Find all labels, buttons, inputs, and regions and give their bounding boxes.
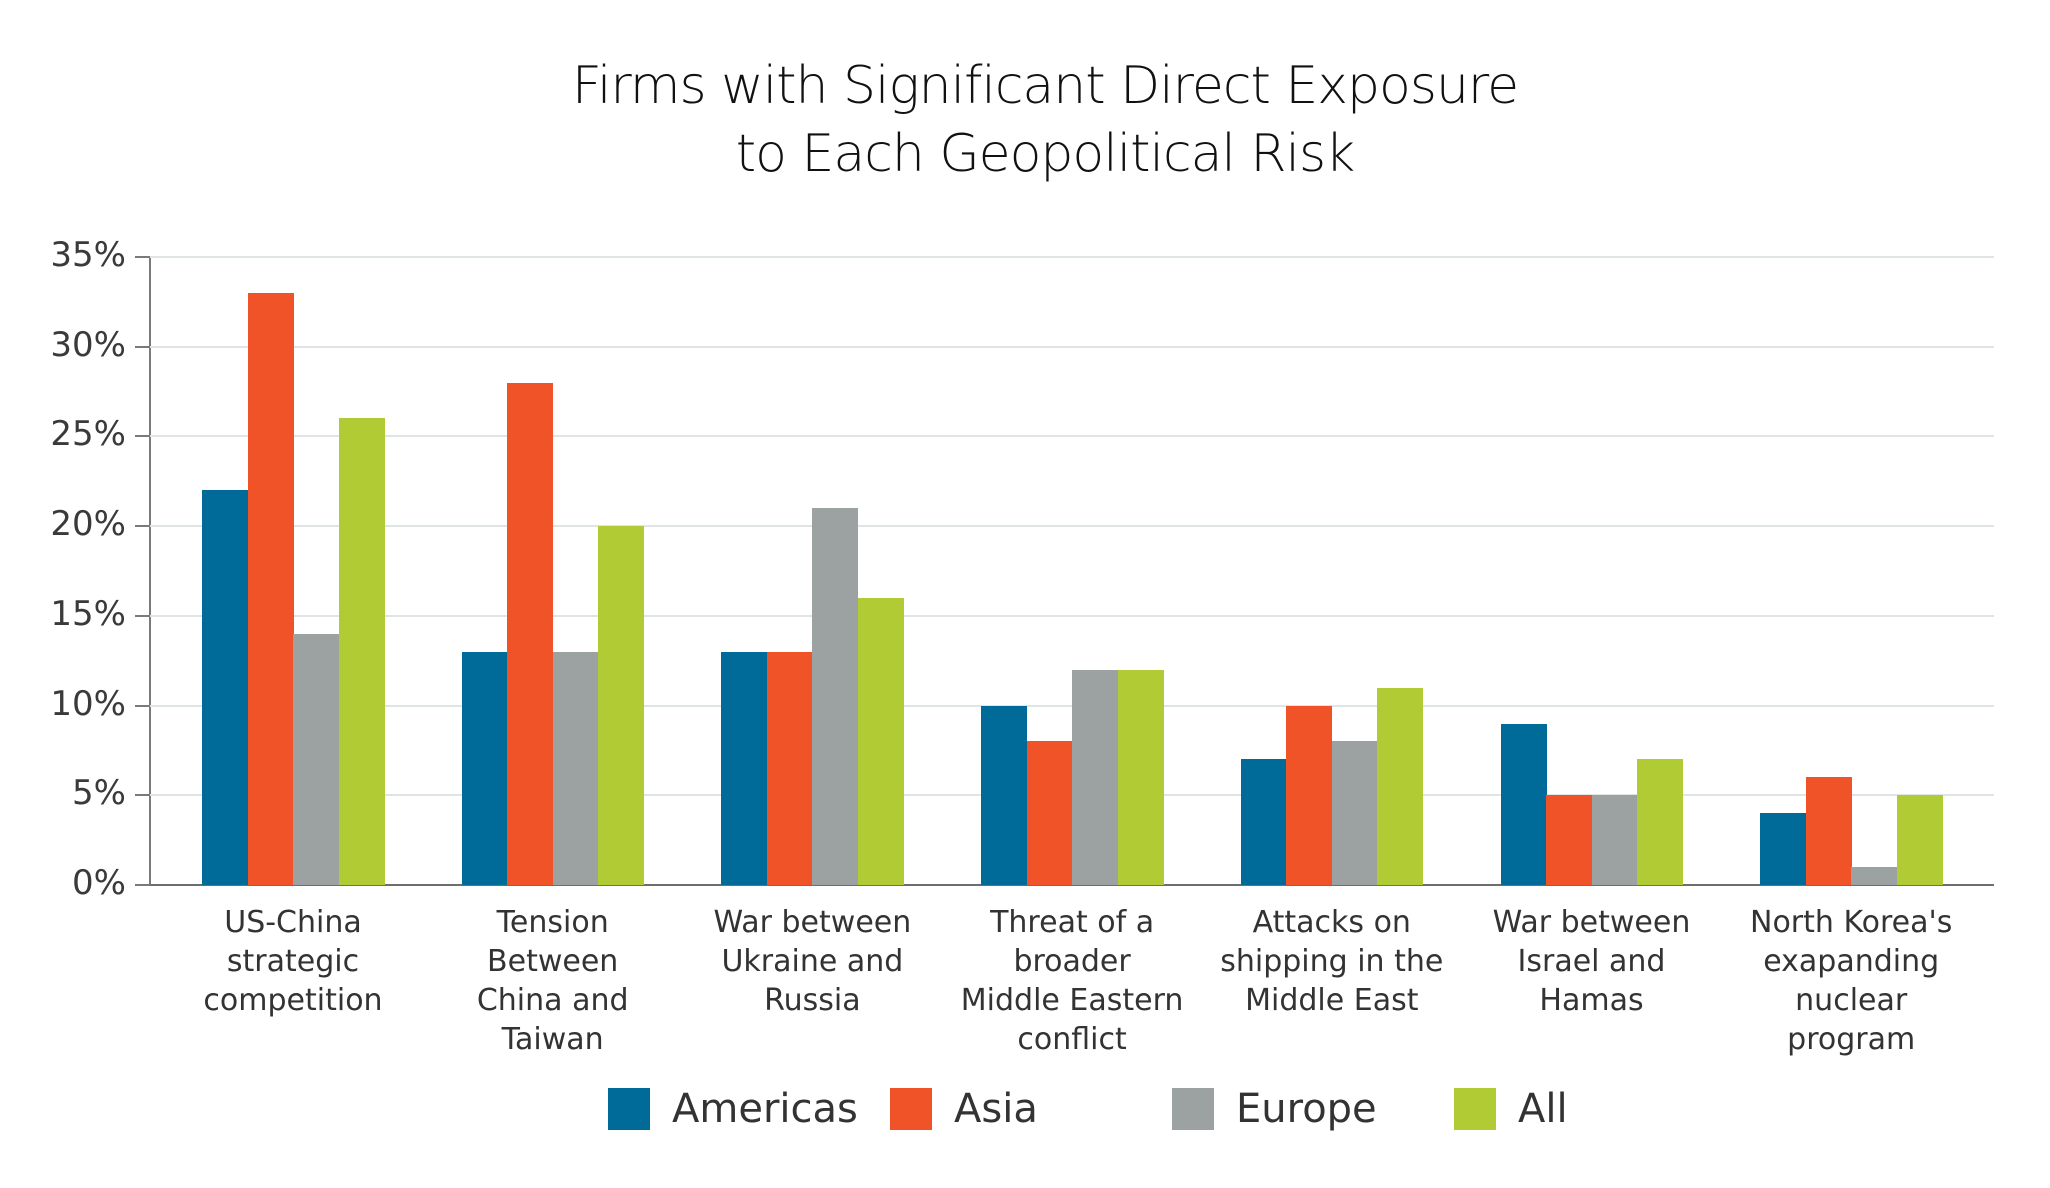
y-tick	[135, 525, 150, 527]
bar-europe[interactable]	[812, 508, 859, 885]
x-category-label-line: Ukraine and	[721, 944, 904, 979]
y-axis-line	[149, 257, 151, 885]
chart-title: Firms with Significant Direct Exposure t…	[0, 52, 2050, 188]
y-tick-label: 5%	[72, 773, 126, 813]
x-category-label-line: Attacks on	[1252, 905, 1411, 940]
y-tick-label: 0%	[72, 863, 126, 903]
x-category-label: War between Ukraine and Russia	[687, 903, 937, 1020]
x-category-label-line: War between	[713, 905, 912, 940]
x-category-label: Threat of a broader Middle Eastern conflict	[947, 903, 1197, 1059]
bar-americas[interactable]	[202, 490, 248, 885]
bar-americas[interactable]	[1760, 813, 1807, 885]
gridline	[150, 615, 1994, 617]
bar-all[interactable]	[1117, 669, 1164, 885]
legend-label: All	[1518, 1086, 1568, 1132]
bar-asia[interactable]	[1286, 705, 1333, 885]
y-tick	[135, 346, 150, 348]
y-tick-label: 20%	[50, 504, 126, 544]
gridline	[150, 346, 1994, 348]
bar-all[interactable]	[1896, 795, 1943, 885]
x-category-label-line: Israel and	[1517, 944, 1666, 979]
bar-europe[interactable]	[552, 651, 599, 885]
x-category-label-line: broader	[1013, 944, 1131, 979]
bar-americas[interactable]	[1500, 723, 1547, 885]
x-axis-line	[150, 884, 1994, 886]
y-tick	[135, 794, 150, 796]
x-category-label: Tension Between China and Taiwan	[428, 903, 678, 1059]
x-category-label-line: strategic	[226, 944, 360, 979]
bar-all[interactable]	[1637, 759, 1683, 885]
x-category-label: Attacks on shipping in the Middle East	[1207, 903, 1457, 1020]
x-category-label-line: North Korea's	[1750, 905, 1953, 940]
bar-europe[interactable]	[1331, 741, 1378, 885]
legend-swatch-icon	[1454, 1088, 1496, 1130]
bar-americas[interactable]	[1240, 759, 1287, 885]
y-tick-label: 10%	[50, 684, 126, 724]
x-category-label: North Korea's exapanding nuclear program	[1726, 903, 1976, 1059]
bar-asia[interactable]	[507, 382, 554, 885]
x-category-label-line: shipping in the	[1220, 944, 1444, 979]
legend-swatch-icon	[608, 1088, 650, 1130]
legend-label: Americas	[672, 1086, 858, 1132]
x-category-label-line: Middle East	[1245, 983, 1419, 1018]
legend-swatch-icon	[890, 1088, 932, 1130]
x-category-label-line: Taiwan	[501, 1022, 604, 1057]
y-tick-label: 15%	[50, 594, 126, 634]
gridline	[150, 256, 1994, 258]
chart-title-line-1: Firms with Significant Direct Exposure	[571, 56, 1519, 116]
bar-all[interactable]	[598, 526, 645, 885]
y-tick-label: 35%	[50, 235, 126, 275]
bar-europe[interactable]	[293, 633, 339, 885]
gridline	[150, 525, 1994, 527]
x-category-label-line: War between	[1492, 905, 1691, 940]
x-category-label-line: Russia	[764, 983, 861, 1018]
x-category-label-line: conflict	[1017, 1022, 1127, 1057]
legend-swatch-icon	[1172, 1088, 1214, 1130]
y-tick	[135, 705, 150, 707]
gridline	[150, 705, 1994, 707]
x-category-label-line: China and	[476, 983, 629, 1018]
bar-asia[interactable]	[766, 651, 813, 885]
y-tick	[135, 256, 150, 258]
x-category-label-line: Threat of a	[990, 905, 1155, 940]
x-category-label: War between Israel and Hamas	[1467, 903, 1717, 1020]
x-category-label-line: competition	[203, 983, 383, 1018]
x-category-label-line: Tension	[496, 905, 609, 940]
bar-americas[interactable]	[461, 651, 508, 885]
x-category-label-line: program	[1787, 1022, 1916, 1057]
chart-title-line-2: to Each Geopolitical Risk	[735, 124, 1355, 184]
bar-all[interactable]	[1377, 687, 1424, 885]
y-tick	[135, 884, 150, 886]
legend-label: Asia	[954, 1086, 1038, 1132]
bar-asia[interactable]	[247, 292, 294, 885]
bar-europe[interactable]	[1591, 795, 1638, 885]
x-category-label-line: nuclear	[1795, 983, 1908, 1018]
x-category-label-line: Middle Eastern	[960, 983, 1184, 1018]
bar-americas[interactable]	[981, 705, 1028, 885]
bar-all[interactable]	[338, 418, 385, 885]
x-category-label-line: Between	[487, 944, 619, 979]
bar-europe[interactable]	[1072, 669, 1119, 885]
bar-asia[interactable]	[1546, 795, 1592, 885]
legend-label: Europe	[1236, 1086, 1377, 1132]
x-category-label: US-China strategic competition	[168, 903, 418, 1020]
bar-asia[interactable]	[1805, 777, 1852, 885]
x-category-label-line: US-China	[224, 905, 362, 940]
bar-europe[interactable]	[1851, 867, 1898, 885]
y-tick	[135, 435, 150, 437]
gridline	[150, 435, 1994, 437]
y-tick-label: 30%	[50, 325, 126, 365]
y-tick-label: 25%	[50, 414, 126, 454]
x-category-label-line: Hamas	[1539, 983, 1644, 1018]
bar-americas[interactable]	[721, 651, 768, 885]
bar-asia[interactable]	[1026, 741, 1073, 885]
bar-all[interactable]	[857, 597, 904, 885]
x-category-label-line: exapanding	[1763, 944, 1940, 979]
y-tick	[135, 615, 150, 617]
